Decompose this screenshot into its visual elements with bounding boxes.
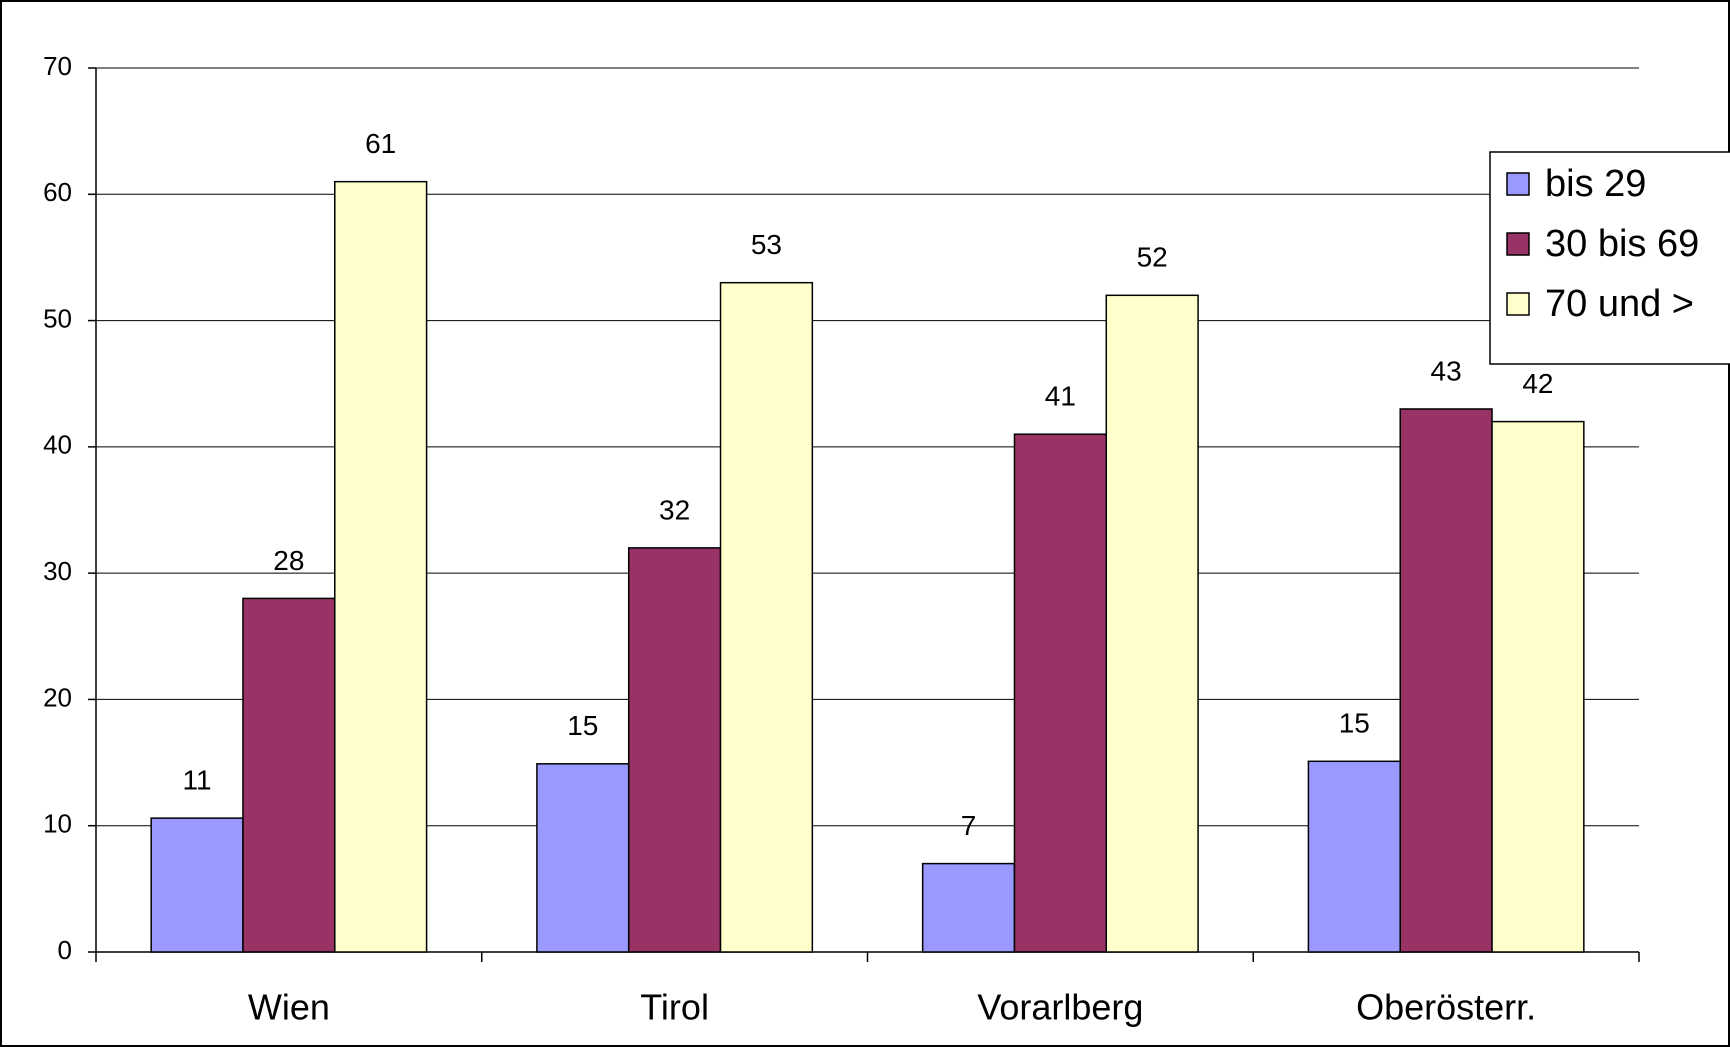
- bar: [150, 817, 244, 953]
- y-tick-label: 50: [43, 303, 72, 333]
- bar: [719, 281, 814, 953]
- bar: [1105, 294, 1199, 953]
- bar: [1013, 433, 1108, 953]
- value-label: 41: [1045, 381, 1076, 412]
- x-tick-label: Oberösterr.: [1356, 987, 1536, 1028]
- bar: [921, 862, 1016, 953]
- value-label: 15: [567, 710, 598, 741]
- value-label: 15: [1339, 708, 1370, 739]
- y-tick-label: 60: [43, 177, 72, 207]
- x-tick-label: Wien: [248, 987, 330, 1028]
- legend-label: 30 bis 69: [1545, 223, 1699, 265]
- legend-swatch: [1506, 172, 1530, 196]
- y-tick-label: 40: [43, 430, 72, 460]
- bar: [1307, 760, 1401, 953]
- value-label: 52: [1137, 242, 1168, 273]
- value-label: 42: [1522, 368, 1553, 399]
- y-tick-label: 30: [43, 556, 72, 586]
- value-label: 7: [961, 810, 977, 841]
- legend-label: 70 und >: [1545, 283, 1694, 325]
- x-tick-label: Vorarlberg: [977, 987, 1143, 1028]
- y-tick-label: 20: [43, 682, 72, 712]
- x-tick-label: Tirol: [640, 987, 709, 1028]
- value-label: 61: [365, 128, 396, 159]
- legend-box: [1489, 151, 1730, 365]
- value-label: 11: [183, 765, 212, 796]
- y-tick-label: 10: [43, 809, 72, 839]
- legend-label: bis 29: [1545, 163, 1646, 205]
- bar: [1399, 408, 1493, 953]
- bar: [242, 597, 336, 953]
- value-label: 43: [1431, 355, 1462, 386]
- value-label: 53: [751, 229, 782, 260]
- y-tick-label: 70: [43, 51, 72, 81]
- bar: [627, 547, 722, 953]
- legend-swatch: [1506, 292, 1530, 316]
- legend-swatch: [1506, 232, 1530, 256]
- bar: [1491, 420, 1585, 953]
- y-tick-label: 0: [58, 935, 72, 965]
- value-label: 32: [659, 494, 690, 525]
- bar: [334, 180, 428, 953]
- value-label: 28: [273, 545, 304, 576]
- bar: [536, 763, 630, 953]
